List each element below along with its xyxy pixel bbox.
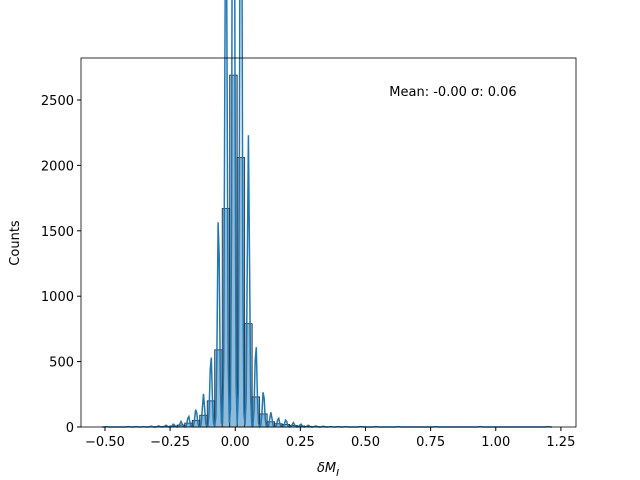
x-tick-label: −0.25 [150,435,190,450]
x-tick-label: 1.25 [546,435,575,450]
x-tick-label: 0.00 [221,435,250,450]
x-tick-label: −0.50 [85,435,125,450]
x-tick-label: 0.50 [351,435,380,450]
y-tick-label: 1500 [41,225,74,240]
x-label-main: δM [317,461,336,476]
y-tick-label: 500 [49,356,74,371]
annotation: Mean: -0.00 σ: 0.06 [389,85,516,100]
x-tick-label: 0.75 [416,435,445,450]
y-tick-label: 2000 [41,159,74,174]
y-tick-label: 1000 [41,290,74,305]
y-tick-label: 2500 [41,94,74,109]
x-tick-label: 0.25 [286,435,315,450]
y-axis-label: Counts [8,220,23,266]
plot-frame [80,57,577,428]
x-label-sub: I [336,468,339,479]
kde-curve [102,0,552,429]
y-tick-label: 0 [66,421,74,436]
x-tick-label: 1.00 [481,435,510,450]
x-axis-label: δMI [317,461,339,479]
